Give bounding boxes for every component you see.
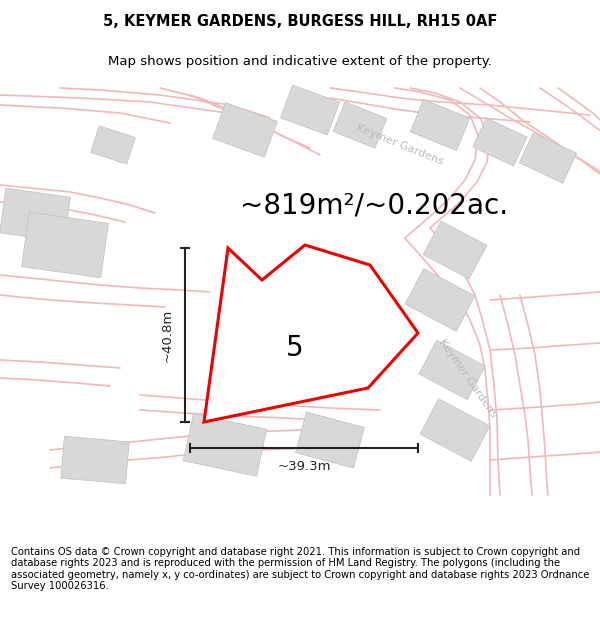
Polygon shape bbox=[91, 126, 136, 164]
Polygon shape bbox=[420, 399, 490, 461]
Polygon shape bbox=[405, 269, 475, 331]
Text: Keymer Gardens: Keymer Gardens bbox=[355, 123, 445, 167]
Text: 5, KEYMER GARDENS, BURGESS HILL, RH15 0AF: 5, KEYMER GARDENS, BURGESS HILL, RH15 0A… bbox=[103, 14, 497, 29]
Polygon shape bbox=[0, 188, 70, 242]
Polygon shape bbox=[61, 436, 129, 484]
Polygon shape bbox=[410, 99, 470, 151]
Polygon shape bbox=[333, 102, 387, 148]
Polygon shape bbox=[419, 341, 485, 399]
Polygon shape bbox=[253, 284, 337, 356]
Polygon shape bbox=[296, 412, 364, 468]
Text: ~39.3m: ~39.3m bbox=[277, 459, 331, 472]
Polygon shape bbox=[473, 118, 527, 166]
Polygon shape bbox=[22, 213, 109, 278]
Text: 5: 5 bbox=[286, 334, 304, 362]
Text: Map shows position and indicative extent of the property.: Map shows position and indicative extent… bbox=[108, 55, 492, 68]
Polygon shape bbox=[519, 133, 577, 183]
Polygon shape bbox=[281, 85, 340, 135]
Text: ~40.8m: ~40.8m bbox=[161, 308, 173, 362]
Polygon shape bbox=[423, 221, 487, 279]
Text: Keymer Gardens: Keymer Gardens bbox=[437, 337, 499, 419]
Polygon shape bbox=[212, 102, 277, 158]
Polygon shape bbox=[204, 245, 418, 422]
Text: ~819m²/~0.202ac.: ~819m²/~0.202ac. bbox=[240, 191, 508, 219]
Polygon shape bbox=[184, 414, 266, 476]
Text: Contains OS data © Crown copyright and database right 2021. This information is : Contains OS data © Crown copyright and d… bbox=[11, 547, 589, 591]
